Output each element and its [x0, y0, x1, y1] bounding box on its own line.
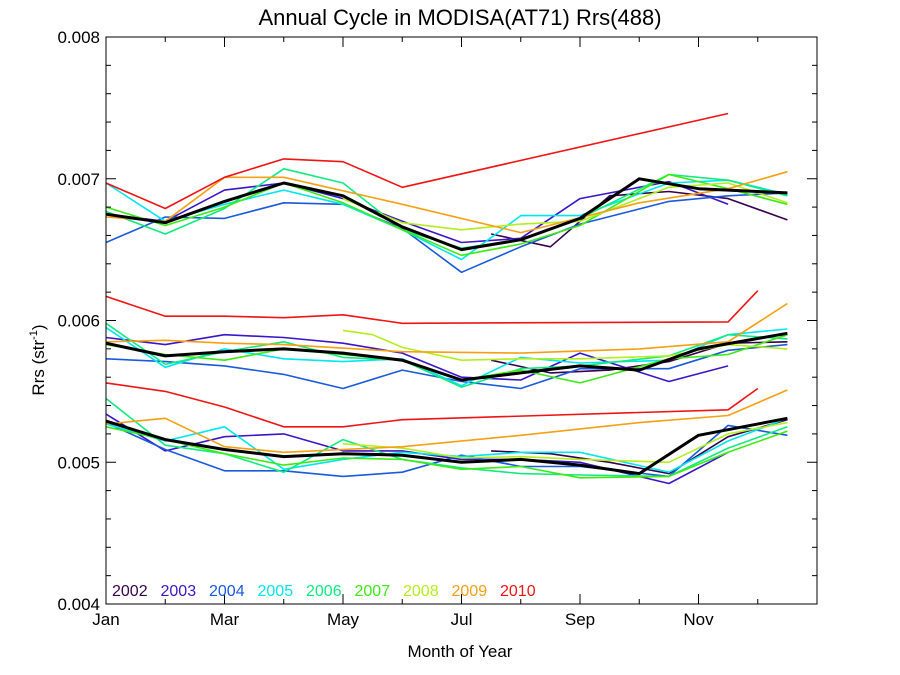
legend: 2002 2003 2004 2005 2006 2007 2008 2009 2010	[112, 583, 536, 600]
x-tick-label: Jan	[92, 610, 119, 629]
y-tick-label: 0.004	[57, 595, 100, 614]
series-line-2009-2	[105, 170, 788, 234]
y-axis-label: Rrs (str-1)	[28, 324, 48, 395]
series-line-2002-2	[490, 190, 788, 248]
x-tick-label: Nov	[683, 610, 714, 629]
series-line-mean-1	[105, 331, 788, 382]
x-tick-label: Sep	[565, 610, 595, 629]
series-line-2002-3	[491, 418, 788, 475]
y-axis-label-sup: -1	[28, 330, 40, 340]
y-tick-label: 0.006	[57, 312, 100, 331]
series-line-2007-3	[105, 426, 788, 479]
legend-entry-2004: 2004	[209, 583, 245, 600]
series-line-2005-3	[105, 417, 788, 474]
legend-entry-2007: 2007	[355, 583, 391, 600]
y-tick-label: 0.007	[57, 170, 100, 189]
series-line-mean-3	[105, 416, 788, 476]
series-line-2007-2	[105, 173, 788, 257]
y-tick-label: 0.008	[57, 28, 100, 47]
legend-entry-2010: 2010	[500, 583, 536, 600]
series-line-mean-2	[105, 177, 788, 252]
legend-entry-2005: 2005	[258, 583, 294, 600]
series-line-2003-2	[105, 180, 729, 244]
series-line-2004-2	[105, 192, 788, 274]
y-axis-label-close: )	[29, 324, 48, 330]
x-tick-label: Jul	[451, 610, 473, 629]
legend-entry-2006: 2006	[306, 583, 342, 600]
y-axis-label-main: Rrs (str	[29, 340, 48, 396]
series-line-2010-2	[105, 112, 729, 210]
legend-entry-2009: 2009	[452, 583, 488, 600]
series-line-2010-1	[105, 290, 759, 325]
series-line-2004-1	[105, 343, 788, 390]
series-line-2009-1	[105, 302, 788, 354]
series-line-2010-3	[105, 382, 759, 428]
plot-area: Jan Mar May Jul Sep Nov 0.004 0.005 0.006 0.007 0.…	[57, 28, 818, 629]
legend-entry-2008: 2008	[403, 583, 439, 600]
chart-title: Annual Cycle in MODISA(AT71) Rrs(488)	[258, 5, 661, 30]
series-line-2008-3	[342, 421, 788, 464]
series-line-2009-3	[105, 389, 788, 454]
plot-frame	[105, 36, 818, 605]
x-tick-label: Mar	[210, 610, 240, 629]
legend-entry-2002: 2002	[112, 583, 148, 600]
y-tick-label: 0.005	[57, 453, 100, 472]
series-line-2005-2	[105, 179, 788, 261]
legend-entry-2003: 2003	[161, 583, 197, 600]
x-tick-label: May	[327, 610, 360, 629]
x-axis-label: Month of Year	[408, 642, 513, 661]
series-line-2008-2	[342, 182, 788, 231]
